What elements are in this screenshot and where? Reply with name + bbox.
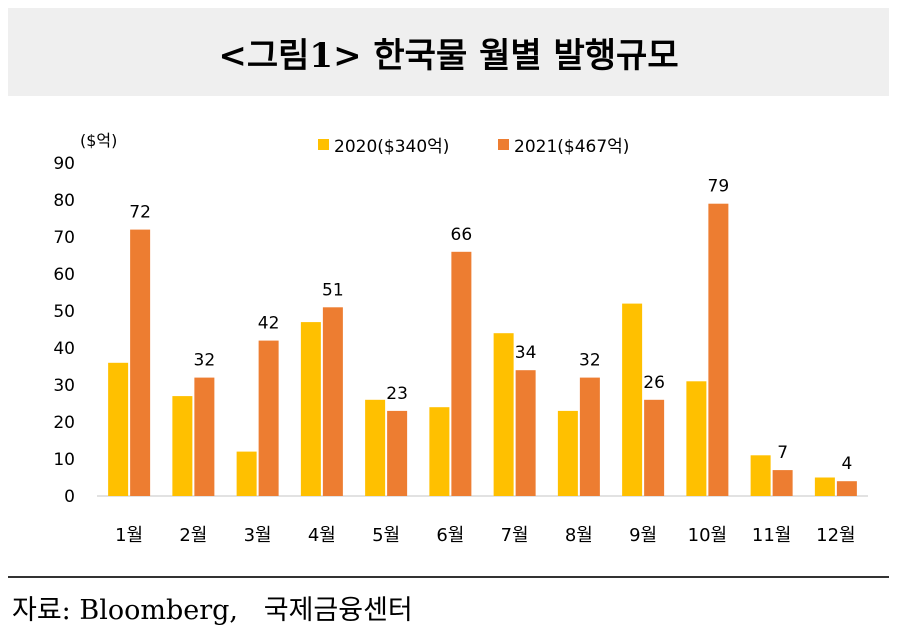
bar-2020 (750, 455, 771, 496)
bar-2020 (365, 399, 386, 496)
x-tick-label: 9월 (629, 525, 657, 546)
bar-2021 (322, 307, 343, 496)
bar-2020 (172, 396, 193, 496)
legend-swatch-2020 (318, 139, 329, 150)
legend-label: 2020($340억) (334, 137, 449, 157)
y-tick-label: 20 (53, 413, 75, 433)
y-tick-label: 0 (64, 487, 75, 507)
bar-2021 (836, 481, 857, 496)
legend-swatch-2021 (498, 139, 509, 150)
y-axis-unit: ($억) (80, 131, 117, 150)
y-tick-label: 80 (53, 191, 75, 211)
legend-label: 2021($467억) (514, 137, 629, 157)
y-tick-label: 40 (53, 339, 75, 359)
y-tick-label: 90 (53, 154, 75, 174)
x-tick-label: 12월 (816, 525, 855, 546)
bar-2020 (622, 303, 643, 496)
data-label: 32 (194, 351, 216, 371)
x-tick-label: 1월 (115, 525, 143, 546)
x-tick-label: 5월 (372, 525, 400, 546)
bar-2020 (686, 381, 707, 496)
y-tick-label: 70 (53, 228, 75, 248)
x-tick-label: 7월 (501, 525, 529, 546)
chart-title: <그림1> 한국물 월별 발행규모 (218, 35, 679, 76)
bar-2020 (300, 322, 321, 496)
bar-2021 (130, 229, 151, 496)
data-label: 79 (708, 177, 730, 197)
bar-2021 (194, 377, 215, 496)
x-tick-label: 4월 (308, 525, 336, 546)
data-label: 34 (515, 343, 537, 363)
y-tick-label: 60 (53, 265, 75, 285)
bar-2020 (236, 451, 257, 496)
bar-2021 (579, 377, 600, 496)
bar-2021 (708, 203, 729, 496)
bar-2021 (451, 251, 472, 496)
x-tick-label: 10월 (688, 525, 727, 546)
bar-2020 (108, 362, 129, 496)
x-tick-label: 3월 (244, 525, 272, 546)
divider (8, 576, 889, 578)
x-tick-label: 11월 (752, 525, 791, 546)
data-label: 4 (841, 454, 852, 474)
x-tick-label: 2월 (179, 525, 207, 546)
data-label: 23 (386, 384, 408, 404)
bar-2021 (515, 370, 536, 496)
bar-2020 (493, 333, 514, 496)
data-label: 26 (643, 373, 665, 393)
y-tick-label: 50 (53, 302, 75, 322)
bar-2020 (429, 407, 450, 496)
bar-2020 (814, 477, 835, 496)
source-note: 자료: Bloomberg, 국제금융센터 (12, 595, 413, 626)
x-tick-label: 6월 (436, 525, 464, 546)
bar-2021 (258, 340, 279, 496)
data-label: 7 (777, 443, 788, 463)
x-tick-label: 8월 (565, 525, 593, 546)
data-label: 66 (451, 225, 473, 245)
bar-2020 (557, 410, 578, 496)
data-label: 51 (322, 280, 344, 300)
data-label: 42 (258, 314, 280, 334)
y-tick-label: 30 (53, 376, 75, 396)
bar-2021 (644, 399, 665, 496)
data-label: 72 (129, 203, 151, 223)
bar-2021 (387, 410, 408, 496)
title-band: <그림1> 한국물 월별 발행규모 (8, 8, 889, 96)
bar-chart: 0 10 20 30 40 50 60 70 80 90 ($억) 1월 72 2월 32 3월 42 4월 51 5… (53, 131, 868, 546)
bar-2021 (772, 470, 793, 496)
data-label: 32 (579, 351, 601, 371)
y-tick-label: 10 (53, 450, 75, 470)
